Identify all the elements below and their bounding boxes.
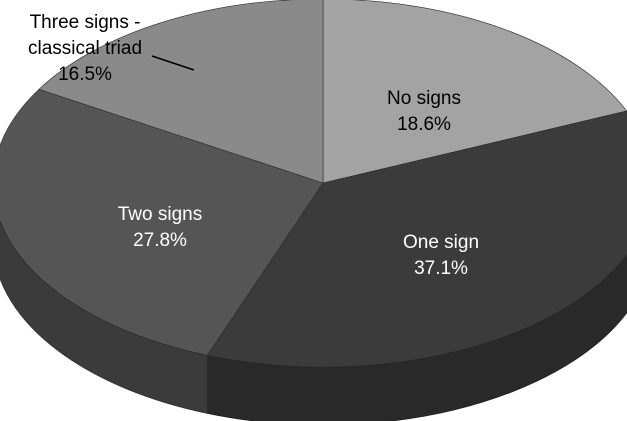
slice-label-three-signs: Three signs - bbox=[30, 12, 141, 33]
slice-label-three-signs-line2: classical triad bbox=[28, 38, 142, 59]
pie-tops bbox=[0, 0, 627, 368]
slice-percent-two-signs: 27.8% bbox=[133, 230, 187, 251]
slice-label-one-sign: One sign bbox=[403, 232, 479, 253]
slice-percent-three-signs: 16.5% bbox=[58, 64, 112, 85]
pie-slice-3 bbox=[38, 0, 324, 184]
pie-slice-2 bbox=[0, 88, 324, 356]
slice-label-no-signs: No signs bbox=[387, 88, 461, 109]
pie-slice-0 bbox=[322, 0, 627, 184]
slice-percent-one-sign: 37.1% bbox=[414, 258, 468, 279]
slice-label-two-signs: Two signs bbox=[118, 204, 202, 225]
pie-slice-1 bbox=[206, 110, 627, 368]
slice-percent-no-signs: 18.6% bbox=[397, 114, 451, 135]
leader-line-three-signs bbox=[151, 55, 195, 71]
